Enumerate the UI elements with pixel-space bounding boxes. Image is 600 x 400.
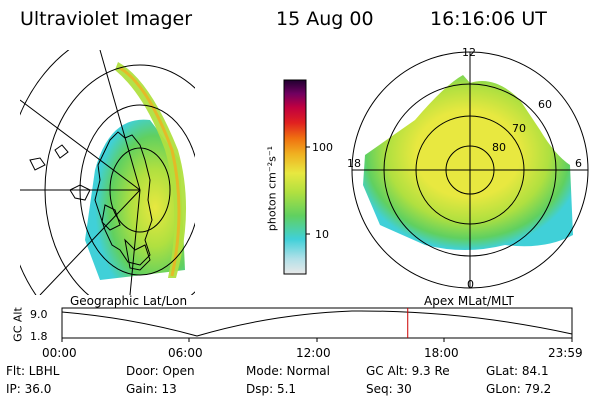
gc-alt-info: GC Alt: 9.3 Re: [366, 364, 450, 378]
gain-info: Gain: 13: [126, 382, 177, 396]
time-tick-2359: 23:59: [548, 346, 583, 360]
dsp-info: Dsp: 5.1: [246, 382, 297, 396]
glat-info: GLat: 84.1: [486, 364, 549, 378]
mlt-label-18: 18: [347, 157, 361, 170]
time-tick-1200: 12:00: [296, 346, 331, 360]
time-label: 16:16:06 UT: [430, 8, 547, 30]
mlt-label-12: 12: [462, 46, 476, 59]
geographic-panel-label: Geographic Lat/Lon: [70, 294, 188, 308]
geographic-map: [20, 50, 195, 295]
seq-info: Seq: 30: [366, 382, 412, 396]
altitude-ylabel: GC Alt: [11, 307, 25, 342]
filter-info: Flt: LBHL: [6, 364, 60, 378]
time-tick-1800: 18:00: [424, 346, 459, 360]
time-tick-0600: 06:00: [168, 346, 203, 360]
instrument-title: Ultraviolet Imager: [20, 8, 193, 30]
date-label: 15 Aug 00: [276, 8, 374, 30]
mlat-label-60: 60: [538, 98, 552, 111]
altitude-plot: [61, 307, 573, 342]
altitude-ytick-min: 1.8: [30, 330, 48, 343]
mlat-label-70: 70: [512, 122, 526, 135]
polar-plot: [351, 51, 589, 289]
color-bar: [283, 79, 310, 275]
colorbar-unit-label: photon cm⁻²s⁻¹: [265, 145, 279, 232]
colorbar-tick-100: 100: [312, 141, 333, 154]
mlt-label-6: 6: [575, 157, 582, 170]
colorbar-tick-10: 10: [315, 228, 329, 241]
polar-panel-label: Apex MLat/MLT: [424, 294, 514, 308]
altitude-ytick-max: 9.0: [30, 308, 48, 321]
ip-info: IP: 36.0: [6, 382, 52, 396]
door-info: Door: Open: [126, 364, 195, 378]
mode-info: Mode: Normal: [246, 364, 330, 378]
mlt-label-0: 0: [467, 278, 474, 291]
time-tick-0000: 00:00: [42, 346, 77, 360]
glon-info: GLon: 79.2: [486, 382, 552, 396]
mlat-label-80: 80: [492, 141, 506, 154]
